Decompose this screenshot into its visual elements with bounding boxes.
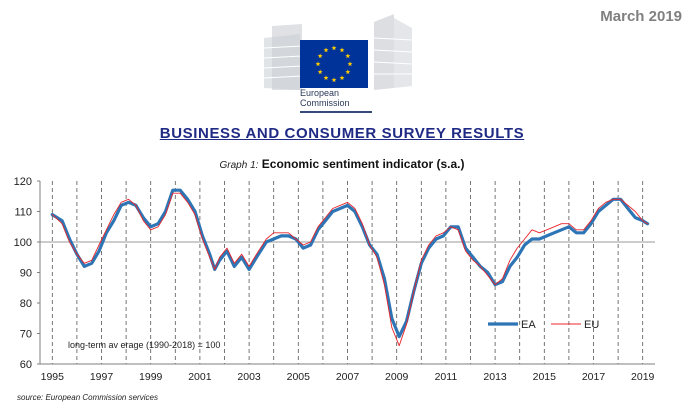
page-heading: BUSINESS AND CONSUMER SURVEY RESULTS bbox=[0, 125, 684, 142]
flag-star-icon bbox=[331, 77, 337, 83]
x-tick-label: 2001 bbox=[188, 371, 212, 383]
legend-label-ea: EA bbox=[521, 319, 536, 331]
y-tick-label: 80 bbox=[20, 298, 32, 310]
x-tick-label: 2003 bbox=[237, 371, 261, 383]
x-tick-label: 2011 bbox=[435, 371, 458, 383]
x-tick-label: 2017 bbox=[582, 371, 606, 383]
sentiment-chart: 60 70 80 90 100 110 120 1995 1997 1999 2001 2003 200… bbox=[14, 176, 655, 383]
x-tick-label: 2013 bbox=[483, 371, 507, 383]
flag-star-icon bbox=[345, 53, 351, 59]
x-tick-label: 1999 bbox=[139, 371, 163, 383]
graph-title: Graph 1: Economic sentiment indicator (s… bbox=[0, 157, 684, 171]
flag-star-icon bbox=[315, 61, 321, 67]
flag-star-icon bbox=[331, 45, 337, 51]
page-title: BUSINESS AND CONSUMER SURVEY RESULTS bbox=[159, 125, 525, 142]
x-tick-label: 1997 bbox=[90, 371, 114, 383]
flag-star-icon bbox=[323, 75, 329, 80]
series-line-ea bbox=[50, 188, 650, 339]
graph-title-text: Economic sentiment indicator (s.a.) bbox=[261, 157, 465, 171]
y-tick-label: 90 bbox=[20, 268, 32, 280]
x-tick-label: 2005 bbox=[287, 371, 311, 383]
berlaymont-building-icon bbox=[263, 14, 413, 90]
x-tick-label: 1995 bbox=[41, 371, 65, 383]
flag-star-icon bbox=[317, 69, 323, 75]
logo-line-2: Commission bbox=[300, 98, 350, 108]
x-tick-label: 2015 bbox=[533, 371, 557, 383]
x-tick-label: 2009 bbox=[385, 371, 409, 383]
y-tick-label: 120 bbox=[14, 176, 32, 188]
x-tick-label: 2019 bbox=[631, 371, 655, 383]
series-line-eu bbox=[51, 192, 649, 347]
legend-label-eu: EU bbox=[584, 319, 599, 331]
source-note: source: European Commission services bbox=[17, 393, 158, 402]
y-tick-label: 60 bbox=[20, 359, 32, 371]
european-commission-logo bbox=[263, 14, 413, 90]
logo-rule bbox=[300, 111, 372, 113]
flag-star-icon bbox=[347, 61, 353, 67]
flag-star-icon bbox=[323, 47, 329, 53]
flag-star-icon bbox=[339, 75, 345, 80]
y-tick-label: 70 bbox=[20, 329, 32, 341]
long-term-average-note: long-term av erage (1990-2018) = 100 bbox=[68, 340, 220, 350]
report-date: March 2019 bbox=[600, 8, 682, 25]
x-tick-label: 2007 bbox=[336, 371, 360, 383]
graph-number: Graph 1: bbox=[219, 160, 259, 171]
logo-line-1: European bbox=[300, 88, 340, 98]
y-tick-label: 110 bbox=[14, 207, 32, 219]
flag-star-icon bbox=[317, 53, 323, 59]
logo-wordmark: European Commission bbox=[300, 88, 350, 108]
y-tick-label: 100 bbox=[14, 237, 32, 249]
flag-star-icon bbox=[339, 47, 345, 53]
flag-star-icon bbox=[345, 69, 351, 75]
